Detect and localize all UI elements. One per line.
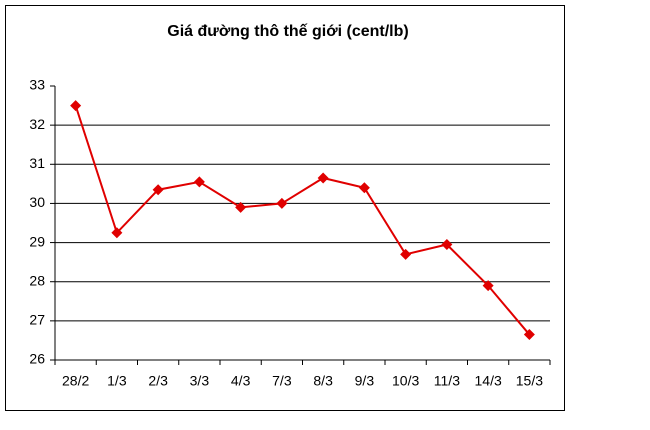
y-tick-label: 27 bbox=[29, 312, 45, 328]
x-tick-label: 1/3 bbox=[107, 373, 127, 389]
data-line bbox=[74, 105, 531, 336]
y-tick-label: 26 bbox=[29, 351, 45, 367]
data-point bbox=[482, 280, 494, 292]
data-point bbox=[523, 329, 535, 341]
x-tick-label: 4/3 bbox=[231, 373, 251, 389]
y-tick-label: 30 bbox=[29, 194, 45, 210]
x-tick-label: 28/2 bbox=[62, 373, 89, 389]
data-point bbox=[111, 227, 123, 239]
x-tick-label: 2/3 bbox=[148, 373, 168, 389]
data-point bbox=[193, 176, 205, 188]
data-point bbox=[276, 197, 288, 209]
y-tick-label: 29 bbox=[29, 233, 45, 249]
x-tick-label: 9/3 bbox=[355, 373, 375, 389]
y-tick-label: 32 bbox=[29, 116, 45, 132]
x-tick-label: 14/3 bbox=[475, 373, 502, 389]
data-point bbox=[441, 239, 453, 251]
data-point bbox=[317, 172, 329, 184]
data-point bbox=[152, 184, 164, 196]
x-tick-label: 15/3 bbox=[516, 373, 543, 389]
data-point bbox=[70, 100, 82, 112]
y-tick-label: 31 bbox=[29, 155, 45, 171]
y-tick-label: 28 bbox=[29, 272, 45, 288]
data-point bbox=[400, 248, 412, 260]
y-tick-label: 33 bbox=[29, 77, 45, 93]
x-tick-label: 3/3 bbox=[190, 373, 210, 389]
chart-border bbox=[5, 5, 565, 411]
data-point bbox=[358, 182, 370, 194]
data-point bbox=[235, 201, 247, 213]
x-tick-label: 7/3 bbox=[272, 373, 292, 389]
chart-title: Giá đường thô thế giới (cent/lb) bbox=[167, 23, 408, 40]
x-tick-label: 10/3 bbox=[392, 373, 419, 389]
x-tick-label: 11/3 bbox=[434, 373, 460, 389]
x-tick-label: 8/3 bbox=[313, 373, 333, 389]
